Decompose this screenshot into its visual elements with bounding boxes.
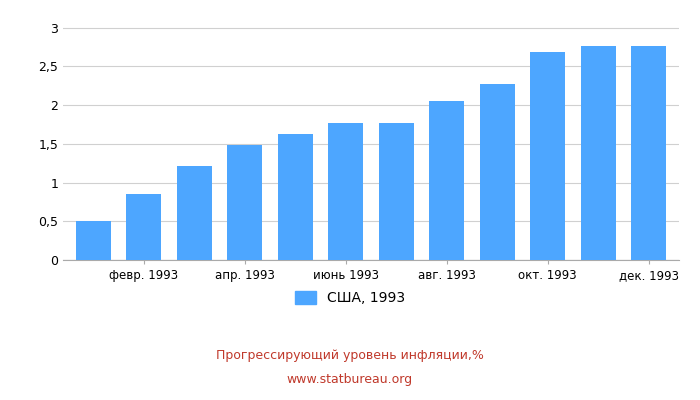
Bar	[480, 84, 515, 260]
Text: Прогрессирующий уровень инфляции,%: Прогрессирующий уровень инфляции,%	[216, 350, 484, 362]
Bar	[631, 46, 666, 260]
Legend: США, 1993: США, 1993	[295, 291, 405, 305]
Bar	[176, 166, 212, 260]
Bar	[429, 101, 464, 260]
Bar	[379, 123, 414, 260]
Text: www.statbureau.org: www.statbureau.org	[287, 374, 413, 386]
Bar	[328, 123, 363, 260]
Bar	[278, 134, 313, 260]
Bar	[227, 145, 262, 260]
Bar	[530, 52, 566, 260]
Bar	[126, 194, 162, 260]
Bar	[76, 221, 111, 260]
Bar	[580, 46, 616, 260]
